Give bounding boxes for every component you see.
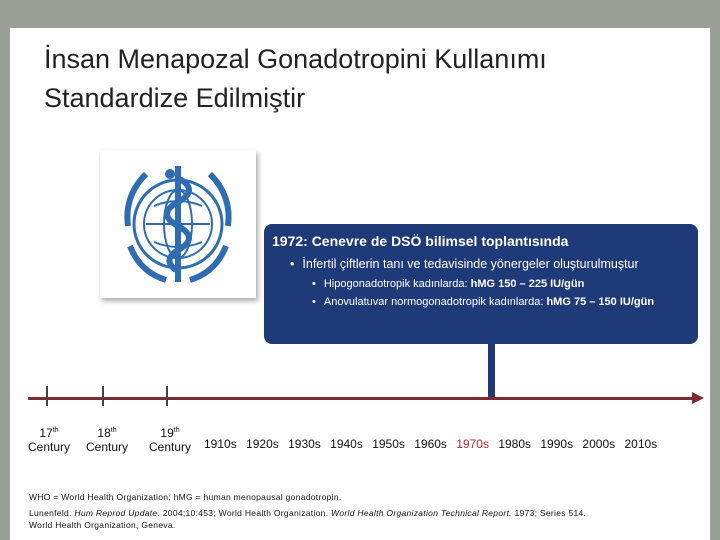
frame-right bbox=[710, 0, 720, 540]
info-sub-1: • Hipogonadotropik kadınlarda: hMG 150 – … bbox=[312, 278, 584, 290]
ref-author: Lunenfeld. bbox=[29, 508, 72, 518]
bullet-dot-icon: • bbox=[312, 278, 316, 290]
century-num: 18 bbox=[97, 426, 111, 440]
info-sub-2: • Anovulatuvar normogonadotropik kadınlar… bbox=[312, 296, 654, 308]
info-heading: 1972: Cenevre de DSÖ bilimsel toplantısı… bbox=[272, 233, 569, 249]
century-19: 19th Century bbox=[144, 424, 196, 454]
decade-label: 1930s bbox=[288, 437, 321, 451]
century-num: 19 bbox=[160, 426, 174, 440]
century-word: Century bbox=[27, 440, 71, 454]
decade-label: 1910s bbox=[204, 437, 237, 451]
decade-label: 1980s bbox=[498, 437, 532, 451]
timeline-pointer bbox=[488, 344, 495, 400]
footnote-publisher: World Health Organization, Geneva. bbox=[29, 520, 176, 530]
century-word: Century bbox=[85, 440, 129, 454]
who-logo-card bbox=[100, 150, 256, 298]
ref-series: 1973; Series 514. bbox=[514, 508, 587, 518]
century-word: Century bbox=[148, 440, 192, 454]
info-bullet-text: İnfertil çiftlerin tanı ve tedavisinde y… bbox=[302, 257, 639, 271]
decade-label-highlight: 1970s bbox=[456, 437, 489, 451]
info-sub-1-text: Hipogonadotropik kadınlarda: bbox=[323, 278, 468, 290]
century-sup: th bbox=[173, 427, 180, 434]
decade-label: 1990s bbox=[540, 437, 574, 451]
info-sub-1-dose: hMG 150 – 225 IU/gün bbox=[470, 278, 585, 290]
century-sup: th bbox=[110, 427, 117, 434]
century-18: 18th Century bbox=[82, 424, 132, 454]
ref-journal: Hum Reprod Update. bbox=[74, 508, 161, 518]
info-bullet: • İnfertil çiftlerin tanı ve tedavisinde … bbox=[290, 257, 639, 271]
timeline-arrow-icon bbox=[692, 392, 704, 404]
decade-label: 2000s bbox=[582, 437, 616, 451]
decade-label: 1960s bbox=[414, 437, 447, 451]
decade-label: 1950s bbox=[372, 437, 405, 451]
bullet-dot-icon: • bbox=[290, 257, 295, 271]
timeline-tick bbox=[166, 386, 168, 406]
decade-label: 1920s bbox=[246, 437, 279, 451]
info-sub-2-dose: hMG 75 – 150 IU/gün bbox=[546, 296, 655, 308]
decade-labels: 1910s 1920s 1930s 1940s 1950s 1960s 1970… bbox=[204, 437, 663, 451]
century-17: 17th Century bbox=[24, 424, 74, 454]
ref-citation: 2004;10:453; World Health Organization. bbox=[162, 508, 329, 518]
timeline-axis bbox=[28, 397, 698, 400]
frame-top bbox=[0, 0, 720, 28]
footnote-abbrev: WHO = World Health Organization; hMG = h… bbox=[29, 492, 342, 502]
timeline-tick bbox=[46, 386, 48, 406]
century-sup: th bbox=[52, 427, 59, 434]
slide-title: İnsan Menapozal Gonadotropini Kullanımı … bbox=[44, 44, 547, 113]
frame-left bbox=[0, 0, 10, 540]
ref-report: World Health Organization Technical Repo… bbox=[331, 508, 512, 518]
decade-label: 2010s bbox=[624, 437, 658, 451]
footnote-refs: Lunenfeld. Hum Reprod Update. 2004;10:45… bbox=[29, 507, 586, 519]
who-emblem-icon bbox=[124, 166, 232, 283]
info-sub-2-text: Anovulatuvar normogonadotropik kadınlard… bbox=[323, 296, 544, 308]
bullet-dot-icon: • bbox=[312, 296, 316, 308]
timeline-tick bbox=[102, 386, 104, 406]
info-box: 1972: Cenevre de DSÖ bilimsel toplantısı… bbox=[264, 224, 698, 344]
decade-label: 1940s bbox=[330, 437, 363, 451]
century-num: 17 bbox=[39, 426, 53, 440]
